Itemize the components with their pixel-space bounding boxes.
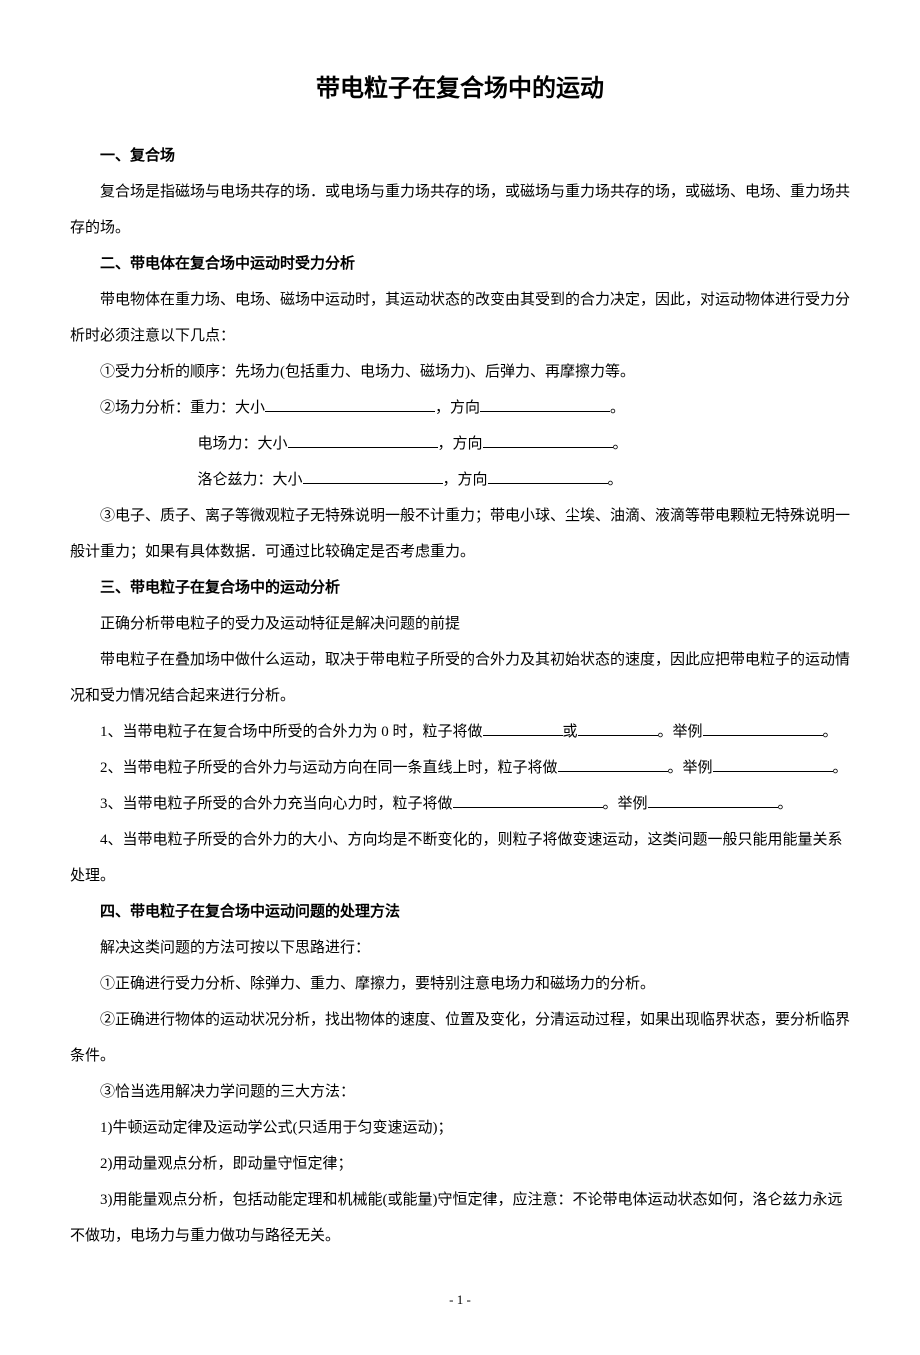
text: 。举例: [603, 796, 648, 812]
blank-efield-size: [288, 432, 438, 448]
blank-3-1a: [483, 720, 563, 736]
text: 。举例: [668, 760, 713, 776]
text: 。: [823, 724, 838, 740]
section-4-p5: 1)牛顿运动定律及运动学公式(只适用于匀变速运动)；: [70, 1110, 850, 1146]
text: 1、当带电粒子在复合场中所受的合外力为 0 时，粒子将做: [100, 724, 483, 740]
blank-3-3a: [453, 792, 603, 808]
text: 。: [610, 400, 625, 416]
section-3-p4: 2、当带电粒子所受的合外力与运动方向在同一条直线上时，粒子将做 。举例 。: [70, 750, 850, 786]
page-number: - 1 -: [70, 1284, 850, 1315]
text: ②场力分析：重力：大小: [100, 400, 265, 416]
text: 。: [833, 760, 848, 776]
section-3-heading: 三、带电粒子在复合场中的运动分析: [70, 570, 850, 606]
section-2-p6: ③电子、质子、离子等微观粒子无特殊说明一般不计重力；带电小球、尘埃、油滴、液滴等…: [70, 498, 850, 570]
section-4-heading: 四、带电粒子在复合场中运动问题的处理方法: [70, 894, 850, 930]
blank-3-2b: [713, 756, 833, 772]
blank-3-1b: [578, 720, 658, 736]
section-4-p2: ①正确进行受力分析、除弹力、重力、摩擦力，要特别注意电场力和磁场力的分析。: [70, 966, 850, 1002]
section-4-p1: 解决这类问题的方法可按以下思路进行：: [70, 930, 850, 966]
text: 。: [778, 796, 793, 812]
text: 2、当带电粒子所受的合外力与运动方向在同一条直线上时，粒子将做: [100, 760, 558, 776]
blank-lorentz-dir: [488, 468, 608, 484]
section-4-p6: 2)用动量观点分析，即动量守恒定律；: [70, 1146, 850, 1182]
blank-efield-dir: [483, 432, 613, 448]
blank-3-3b: [648, 792, 778, 808]
section-2-p3: ②场力分析：重力：大小 ，方向 。: [70, 390, 850, 426]
document-title: 带电粒子在复合场中的运动: [70, 60, 850, 118]
section-4-p4: ③恰当选用解决力学问题的三大方法：: [70, 1074, 850, 1110]
text: 。: [613, 436, 628, 452]
text: ，方向: [435, 400, 480, 416]
text: 。举例: [658, 724, 703, 740]
text: 电场力：大小: [198, 436, 288, 452]
blank-gravity-size: [265, 396, 435, 412]
section-4-p3: ②正确进行物体的运动状况分析，找出物体的速度、位置及变化，分清运动过程，如果出现…: [70, 1002, 850, 1074]
section-3-p1: 正确分析带电粒子的受力及运动特征是解决问题的前提: [70, 606, 850, 642]
section-3-p3: 1、当带电粒子在复合场中所受的合外力为 0 时，粒子将做 或 。举例 。: [70, 714, 850, 750]
blank-3-2a: [558, 756, 668, 772]
text: ，方向: [443, 472, 488, 488]
section-3-p6: 4、当带电粒子所受的合外力的大小、方向均是不断变化的，则粒子将做变速运动，这类问…: [70, 822, 850, 894]
section-1-p1: 复合场是指磁场与电场共存的场．或电场与重力场共存的场，或磁场与重力场共存的场，或…: [70, 174, 850, 246]
blank-gravity-dir: [480, 396, 610, 412]
section-1-heading: 一、复合场: [70, 138, 850, 174]
text: 3、当带电粒子所受的合外力充当向心力时，粒子将做: [100, 796, 453, 812]
section-2-p4: 电场力：大小 ，方向 。: [70, 426, 850, 462]
blank-3-1c: [703, 720, 823, 736]
section-2-p1: 带电物体在重力场、电场、磁场中运动时，其运动状态的改变由其受到的合力决定，因此，…: [70, 282, 850, 354]
section-2-heading: 二、带电体在复合场中运动时受力分析: [70, 246, 850, 282]
section-4-p7: 3)用能量观点分析，包括动能定理和机械能(或能量)守恒定律，应注意：不论带电体运…: [70, 1182, 850, 1254]
section-3-p2: 带电粒子在叠加场中做什么运动，取决于带电粒子所受的合外力及其初始状态的速度，因此…: [70, 642, 850, 714]
blank-lorentz-size: [303, 468, 443, 484]
section-2-p2: ①受力分析的顺序：先场力(包括重力、电场力、磁场力)、后弹力、再摩擦力等。: [70, 354, 850, 390]
text: ，方向: [438, 436, 483, 452]
section-3-p5: 3、当带电粒子所受的合外力充当向心力时，粒子将做 。举例 。: [70, 786, 850, 822]
section-2-p5: 洛仑兹力：大小 ，方向 。: [70, 462, 850, 498]
text: 。: [608, 472, 623, 488]
text: 洛仑兹力：大小: [198, 472, 303, 488]
text: 或: [563, 724, 578, 740]
